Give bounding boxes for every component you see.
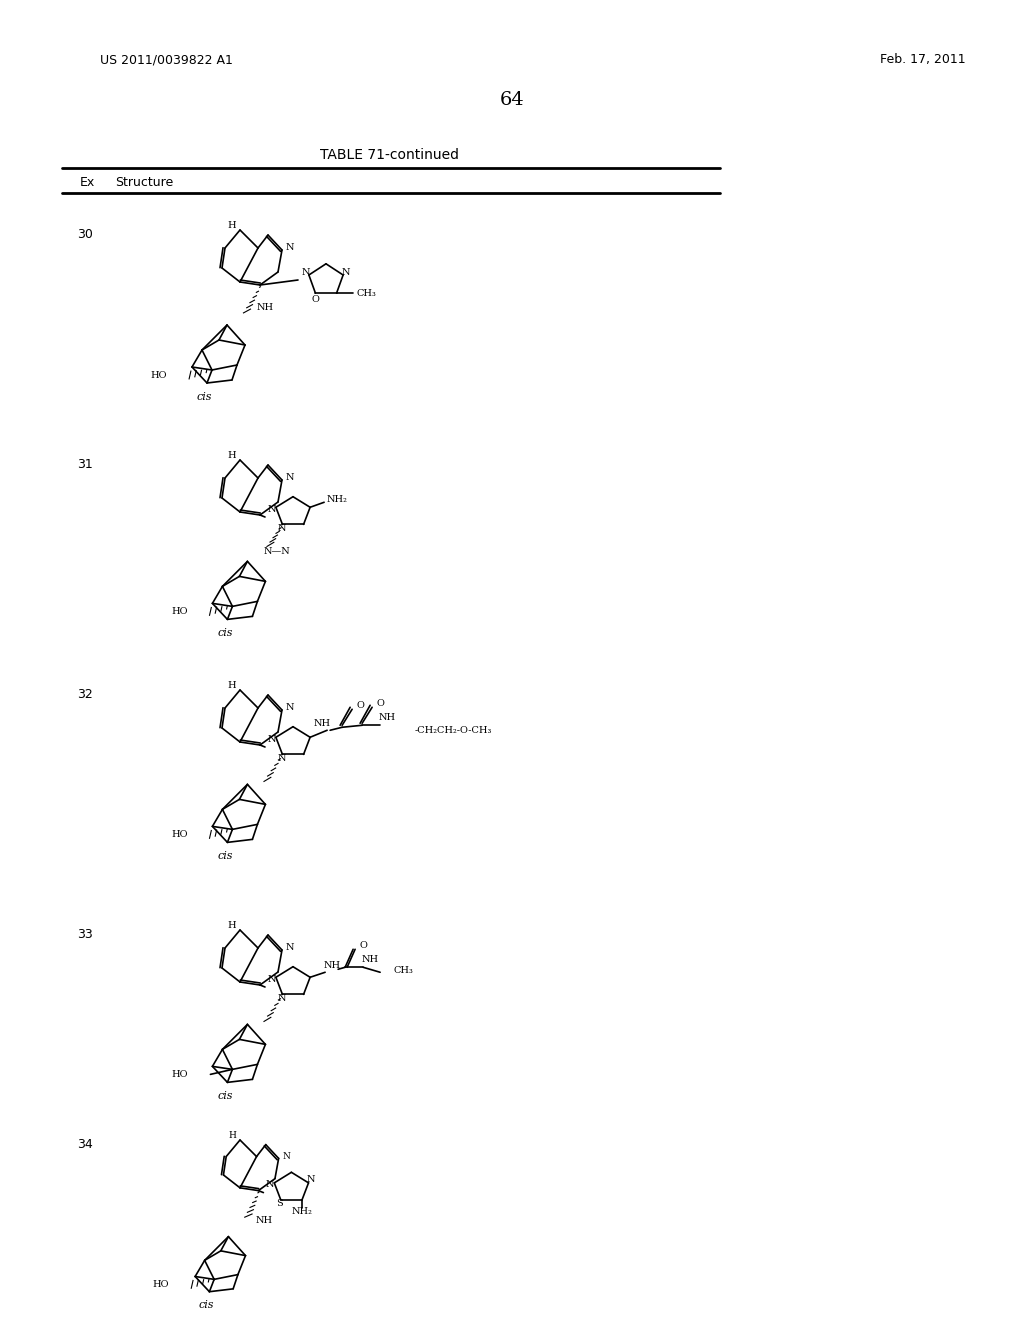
Text: O: O <box>359 941 367 950</box>
Text: 32: 32 <box>77 689 93 701</box>
Text: HO: HO <box>171 830 187 840</box>
Text: N: N <box>286 944 294 953</box>
Text: 31: 31 <box>77 458 93 471</box>
Text: 30: 30 <box>77 228 93 242</box>
Text: Feb. 17, 2011: Feb. 17, 2011 <box>880 54 966 66</box>
Text: N: N <box>278 994 286 1003</box>
Text: N: N <box>267 504 276 513</box>
Text: CH₃: CH₃ <box>356 289 377 297</box>
Text: N: N <box>266 1180 274 1189</box>
Text: N—N: N—N <box>264 546 291 556</box>
Text: S: S <box>276 1200 284 1209</box>
Text: N: N <box>286 704 294 713</box>
Text: 34: 34 <box>77 1138 93 1151</box>
Text: N: N <box>278 524 286 533</box>
Text: NH: NH <box>313 719 331 727</box>
Text: cis: cis <box>199 1300 214 1309</box>
Text: N: N <box>306 1175 314 1184</box>
Text: NH: NH <box>257 304 274 313</box>
Text: N: N <box>286 243 294 252</box>
Text: H: H <box>227 450 237 459</box>
Text: N: N <box>278 754 286 763</box>
Text: H: H <box>227 681 237 689</box>
Text: HO: HO <box>171 607 187 616</box>
Text: Structure: Structure <box>115 177 173 190</box>
Text: N: N <box>286 474 294 483</box>
Text: cis: cis <box>217 628 232 639</box>
Text: Ex: Ex <box>80 177 95 190</box>
Text: N: N <box>302 268 310 277</box>
Text: NH: NH <box>361 954 379 964</box>
Text: N: N <box>342 268 350 277</box>
Text: NH₂: NH₂ <box>326 495 347 504</box>
Text: cis: cis <box>217 1092 232 1101</box>
Text: -CH₂CH₂-O-CH₃: -CH₂CH₂-O-CH₃ <box>414 726 492 735</box>
Text: O: O <box>311 294 319 304</box>
Text: NH: NH <box>324 961 341 970</box>
Text: HO: HO <box>151 371 167 380</box>
Text: HO: HO <box>171 1071 187 1078</box>
Text: US 2011/0039822 A1: US 2011/0039822 A1 <box>100 54 232 66</box>
Text: H: H <box>227 220 237 230</box>
Text: N: N <box>267 735 276 743</box>
Text: 33: 33 <box>77 928 93 941</box>
Text: NH₂: NH₂ <box>292 1208 312 1217</box>
Text: O: O <box>356 701 365 710</box>
Text: TABLE 71-continued: TABLE 71-continued <box>321 148 460 162</box>
Text: cis: cis <box>217 851 232 862</box>
Text: HO: HO <box>153 1280 169 1288</box>
Text: cis: cis <box>197 392 213 403</box>
Text: O: O <box>376 698 384 708</box>
Text: 64: 64 <box>500 91 524 110</box>
Text: CH₃: CH₃ <box>393 966 413 974</box>
Text: N: N <box>267 974 276 983</box>
Text: N: N <box>282 1152 290 1162</box>
Text: H: H <box>228 1131 237 1140</box>
Text: H: H <box>227 920 237 929</box>
Text: NH: NH <box>255 1216 272 1225</box>
Text: NH: NH <box>379 713 395 722</box>
